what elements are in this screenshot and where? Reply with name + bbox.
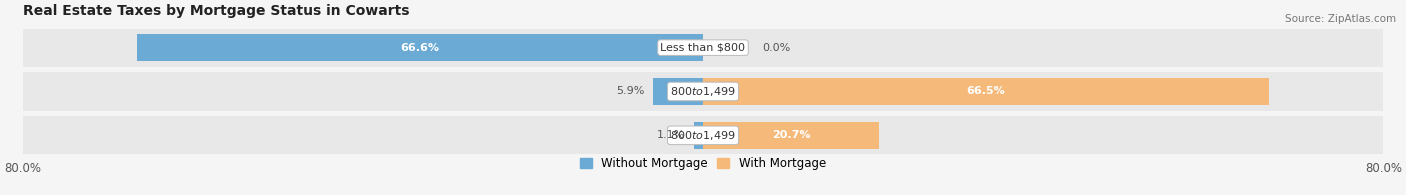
Legend: Without Mortgage, With Mortgage: Without Mortgage, With Mortgage [581, 157, 825, 170]
Bar [22, 116, 1384, 154]
Text: Source: ZipAtlas.com: Source: ZipAtlas.com [1285, 14, 1396, 24]
Bar [22, 28, 1384, 67]
Bar [136, 34, 703, 61]
Bar [703, 122, 879, 149]
Bar [652, 78, 703, 105]
Text: 20.7%: 20.7% [772, 130, 810, 140]
Text: Real Estate Taxes by Mortgage Status in Cowarts: Real Estate Taxes by Mortgage Status in … [22, 4, 409, 18]
Text: 66.6%: 66.6% [401, 43, 439, 53]
Text: 5.9%: 5.9% [616, 86, 644, 97]
Bar [22, 72, 1384, 111]
Text: Less than $800: Less than $800 [661, 43, 745, 53]
Text: $800 to $1,499: $800 to $1,499 [671, 129, 735, 142]
Bar [703, 78, 1268, 105]
Text: $800 to $1,499: $800 to $1,499 [671, 85, 735, 98]
Text: 0.0%: 0.0% [762, 43, 790, 53]
Bar [693, 122, 703, 149]
Text: 66.5%: 66.5% [966, 86, 1005, 97]
Text: 1.1%: 1.1% [657, 130, 685, 140]
